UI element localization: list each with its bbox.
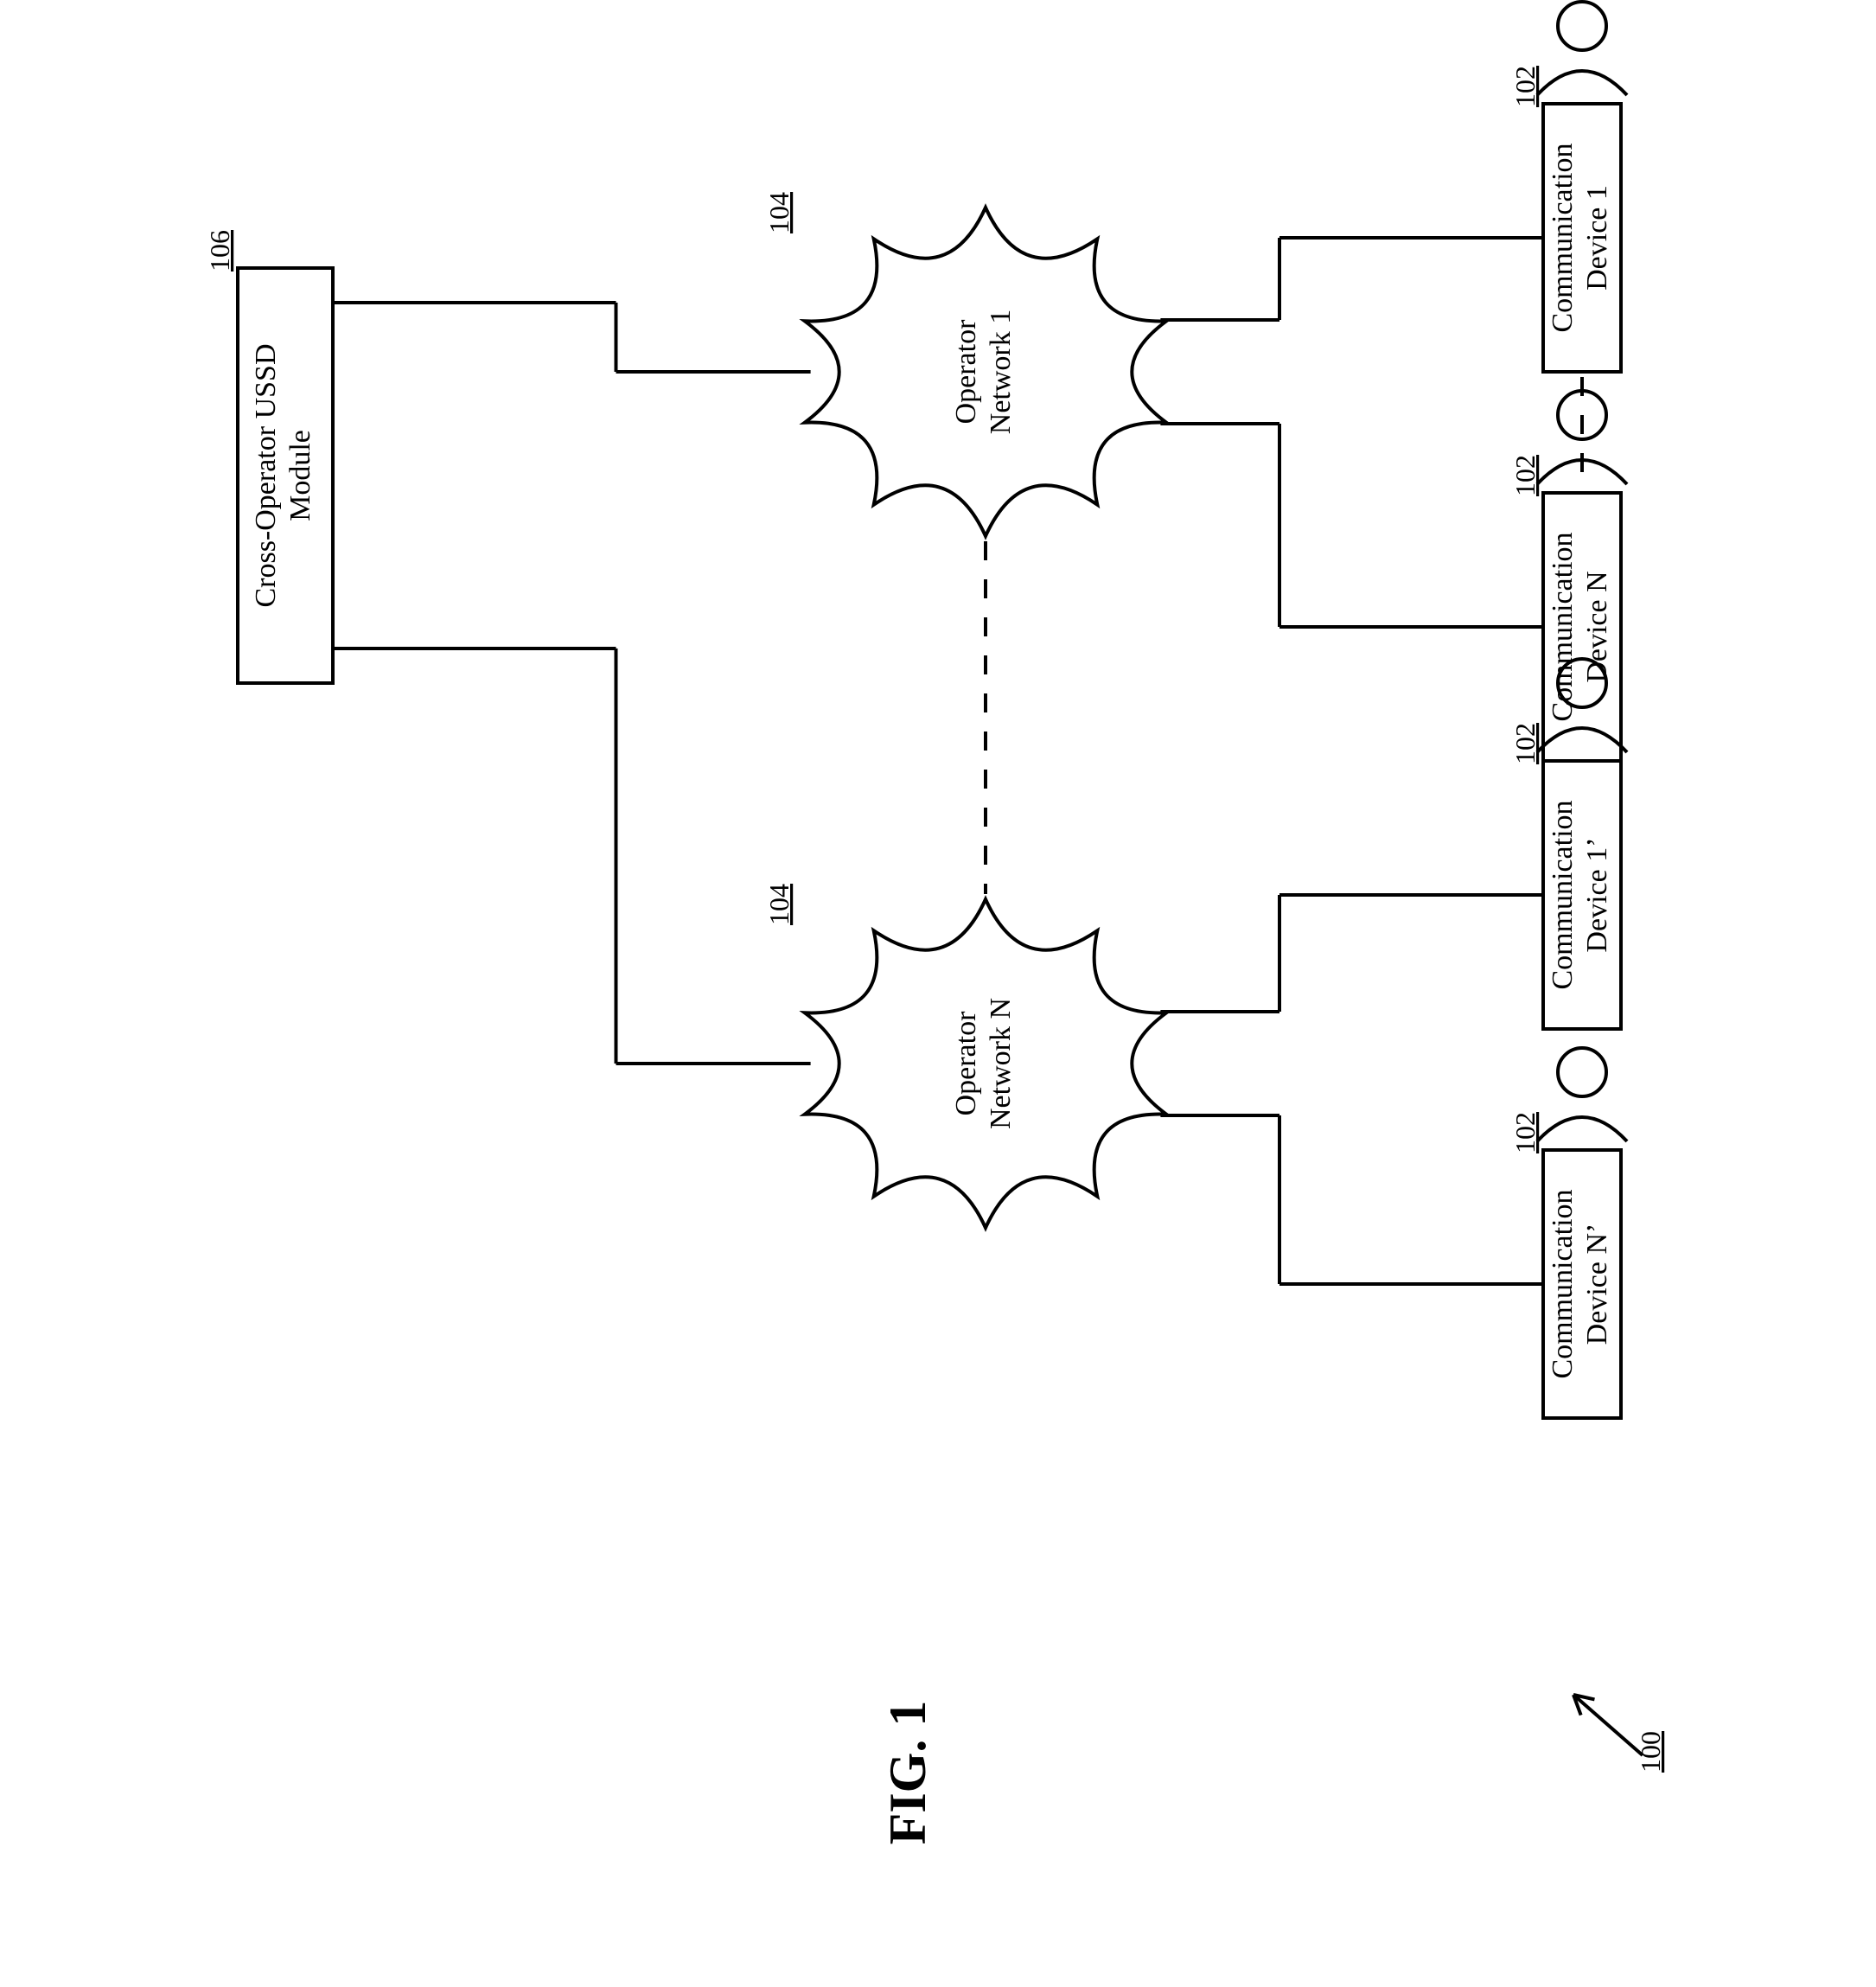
svg-text:106: 106 xyxy=(204,230,235,272)
svg-text:Operator: Operator xyxy=(950,1011,982,1116)
svg-text:104: 104 xyxy=(763,192,794,233)
svg-text:Communication: Communication xyxy=(1547,532,1579,721)
svg-text:Device N’: Device N’ xyxy=(1581,1224,1613,1345)
svg-text:Module: Module xyxy=(284,430,316,521)
svg-text:Device 1: Device 1 xyxy=(1581,185,1613,291)
svg-text:Operator: Operator xyxy=(950,319,982,425)
svg-text:Communication: Communication xyxy=(1547,143,1579,332)
svg-text:Communication: Communication xyxy=(1547,1189,1579,1378)
svg-text:Communication: Communication xyxy=(1547,800,1579,989)
figure-label: FIG. 1 xyxy=(879,1701,936,1845)
svg-text:Network N: Network N xyxy=(985,998,1017,1129)
svg-text:102: 102 xyxy=(1509,455,1541,496)
svg-text:102: 102 xyxy=(1509,723,1541,764)
svg-text:102: 102 xyxy=(1509,1112,1541,1153)
svg-text:102: 102 xyxy=(1509,66,1541,107)
svg-text:Cross-Operator USSD: Cross-Operator USSD xyxy=(250,343,282,607)
svg-text:Device 1’: Device 1’ xyxy=(1581,837,1613,952)
svg-text:104: 104 xyxy=(763,884,794,925)
svg-text:Network 1: Network 1 xyxy=(985,310,1017,434)
